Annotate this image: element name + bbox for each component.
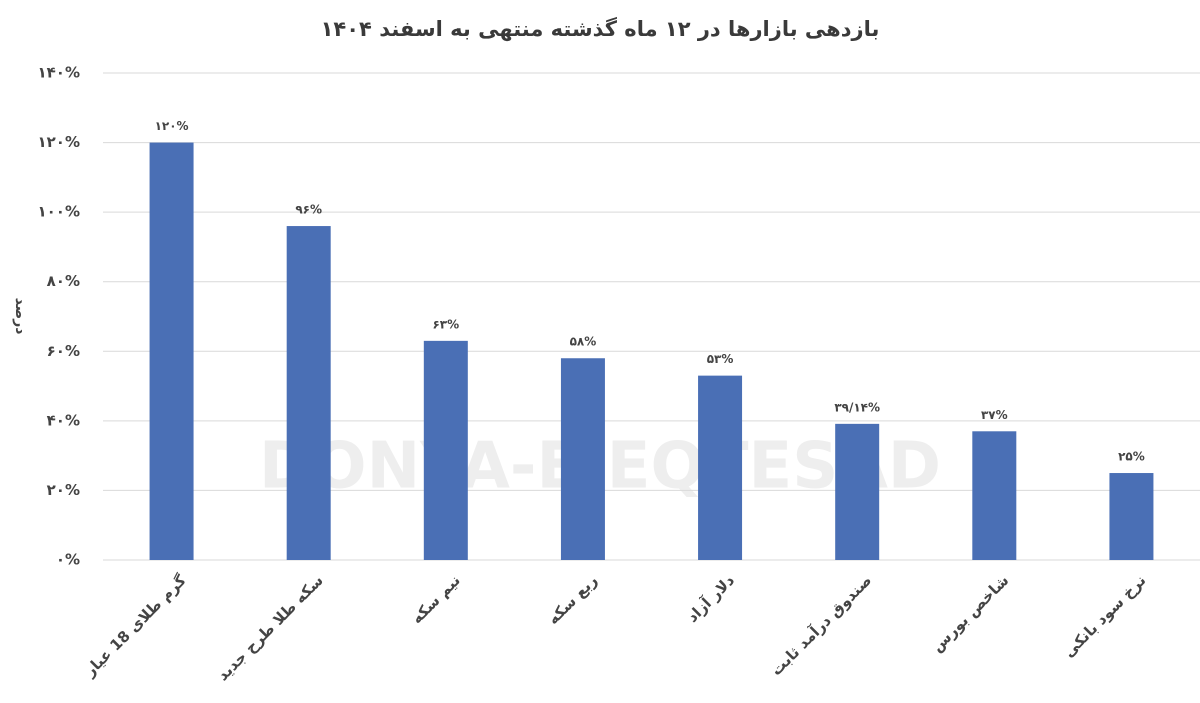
data-label: ۳۷% <box>981 408 1008 422</box>
data-label: ۵۳% <box>707 352 734 366</box>
bar <box>835 423 880 560</box>
bar <box>423 340 468 560</box>
bar <box>972 431 1017 560</box>
x-tick-label: صندوق درآمد ثابت <box>767 571 875 679</box>
y-tick-label: ۱۲۰% <box>38 133 81 151</box>
data-label: ۳۹/۱۴% <box>834 400 880 414</box>
bar <box>698 375 743 560</box>
y-tick-label: ۲۰% <box>47 481 80 499</box>
y-tick-label: ۸۰% <box>47 272 80 290</box>
x-tick-label: گرم طلای 18 عیار <box>80 571 189 680</box>
y-tick-label: ۴۰% <box>47 411 80 429</box>
x-tick-label: دلار آزاد <box>683 571 738 626</box>
data-label: ۱۲۰% <box>155 119 189 133</box>
x-tick-label: شاخص بورس <box>928 571 1012 655</box>
bar <box>286 226 331 561</box>
bar <box>560 358 605 560</box>
data-label: ۶۳% <box>432 317 459 331</box>
y-axis-label: درصد <box>12 298 28 335</box>
x-tick-label: سکه طلا طرح جدید <box>214 571 327 684</box>
data-label: ۲۵% <box>1118 450 1145 464</box>
bar <box>1109 473 1154 560</box>
bar <box>149 142 194 561</box>
y-tick-label: ۱۰۰% <box>38 203 81 221</box>
y-tick-label: ۰% <box>56 551 80 569</box>
x-tick-label: نرخ سود بانکی <box>1060 571 1150 661</box>
x-tick-label: نیم سکه <box>408 571 464 627</box>
chart-title: بازدهی بازارها در ۱۲ ماه گذشته منتهی به … <box>321 16 880 41</box>
x-tick-label: ربع سکه <box>544 571 601 628</box>
y-tick-label: ۱۴۰% <box>38 64 81 82</box>
y-tick-label: ۶۰% <box>47 342 80 360</box>
data-label: ۹۶% <box>295 203 322 217</box>
data-label: ۵۸% <box>570 335 597 349</box>
